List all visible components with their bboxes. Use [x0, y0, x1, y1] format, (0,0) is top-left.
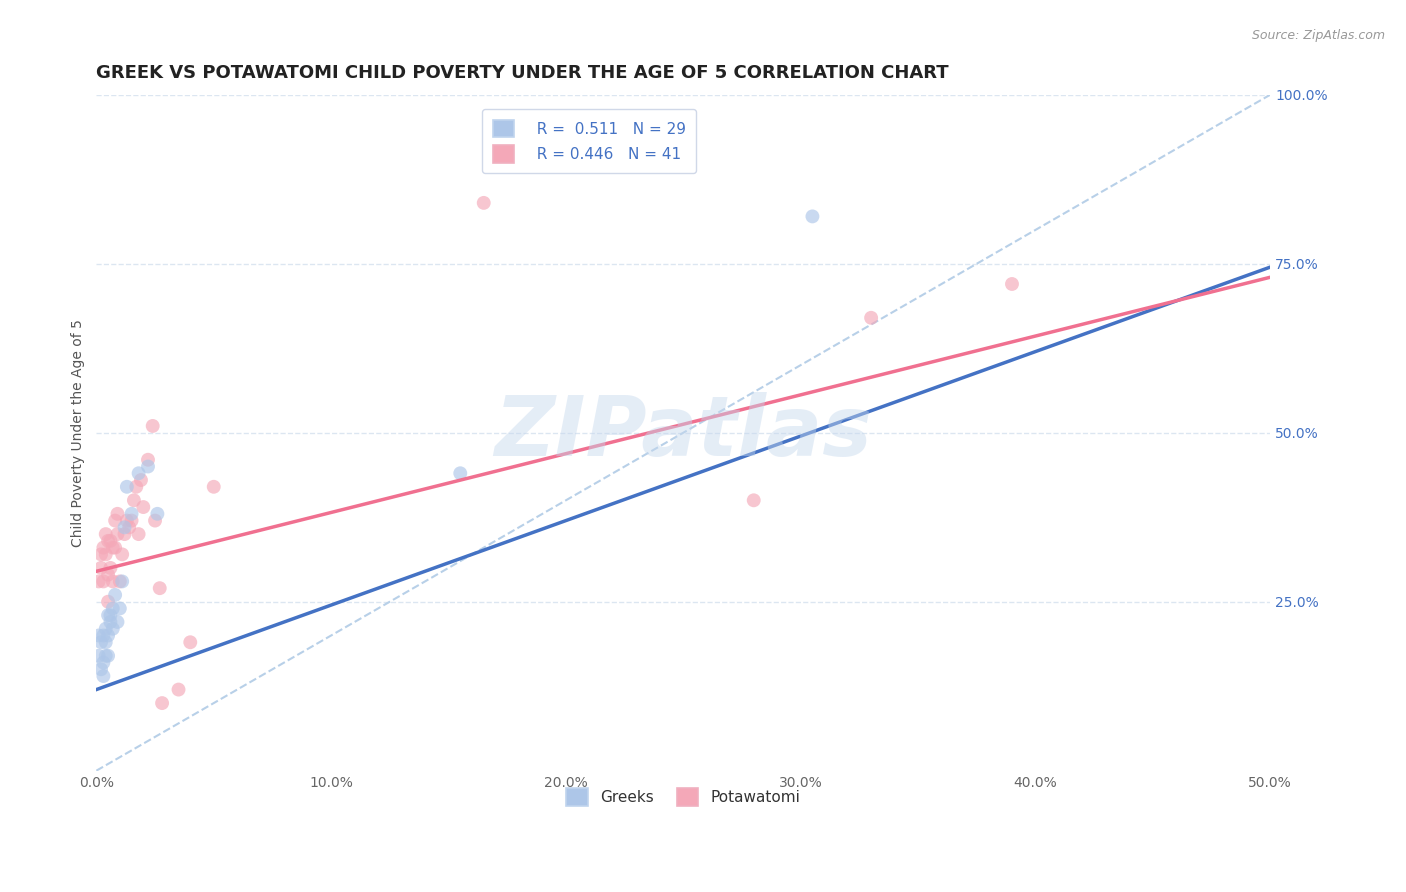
- Point: [87, 628, 110, 642]
- Point: [94, 548, 117, 562]
- Point: [118, 520, 141, 534]
- Point: [202, 480, 225, 494]
- Point: [101, 574, 124, 589]
- Point: [100, 561, 122, 575]
- Point: [129, 473, 152, 487]
- Point: [128, 527, 150, 541]
- Point: [142, 419, 165, 434]
- Point: [94, 527, 117, 541]
- Point: [107, 507, 129, 521]
- Point: [114, 520, 136, 534]
- Point: [90, 561, 112, 575]
- Point: [94, 622, 117, 636]
- Point: [100, 608, 122, 623]
- Point: [101, 622, 124, 636]
- Legend: Greeks, Potawatomi: Greeks, Potawatomi: [558, 780, 808, 814]
- Point: [90, 548, 112, 562]
- Point: [121, 507, 143, 521]
- Point: [104, 514, 127, 528]
- Point: [111, 548, 134, 562]
- Point: [107, 615, 129, 629]
- Point: [146, 507, 169, 521]
- Point: [121, 514, 143, 528]
- Point: [94, 648, 117, 663]
- Point: [93, 656, 115, 670]
- Y-axis label: Child Poverty Under the Age of 5: Child Poverty Under the Age of 5: [72, 318, 86, 547]
- Point: [97, 533, 120, 548]
- Point: [93, 541, 115, 555]
- Point: [107, 527, 129, 541]
- Point: [167, 682, 190, 697]
- Point: [115, 480, 138, 494]
- Point: [125, 480, 148, 494]
- Point: [111, 574, 134, 589]
- Point: [114, 527, 136, 541]
- Point: [93, 669, 115, 683]
- Point: [136, 452, 159, 467]
- Point: [93, 574, 115, 589]
- Point: [94, 635, 117, 649]
- Point: [90, 662, 112, 676]
- Point: [100, 615, 122, 629]
- Text: GREEK VS POTAWATOMI CHILD POVERTY UNDER THE AGE OF 5 CORRELATION CHART: GREEK VS POTAWATOMI CHILD POVERTY UNDER …: [97, 64, 949, 82]
- Point: [150, 696, 173, 710]
- Point: [143, 514, 166, 528]
- Point: [472, 195, 495, 210]
- Point: [97, 567, 120, 582]
- Point: [128, 467, 150, 481]
- Point: [101, 601, 124, 615]
- Point: [860, 310, 883, 325]
- Point: [115, 514, 138, 528]
- Point: [90, 635, 112, 649]
- Point: [104, 541, 127, 555]
- Text: ZIPatlas: ZIPatlas: [495, 392, 872, 474]
- Point: [122, 493, 145, 508]
- Point: [97, 608, 120, 623]
- Point: [108, 574, 131, 589]
- Point: [179, 635, 201, 649]
- Point: [97, 648, 120, 663]
- Point: [149, 581, 172, 595]
- Point: [449, 467, 471, 481]
- Point: [104, 588, 127, 602]
- Point: [742, 493, 765, 508]
- Point: [97, 628, 120, 642]
- Point: [87, 574, 110, 589]
- Point: [100, 533, 122, 548]
- Point: [136, 459, 159, 474]
- Point: [132, 500, 155, 514]
- Point: [87, 648, 110, 663]
- Point: [97, 595, 120, 609]
- Text: Source: ZipAtlas.com: Source: ZipAtlas.com: [1251, 29, 1385, 42]
- Point: [1001, 277, 1024, 291]
- Point: [101, 541, 124, 555]
- Point: [108, 601, 131, 615]
- Point: [93, 628, 115, 642]
- Point: [801, 210, 824, 224]
